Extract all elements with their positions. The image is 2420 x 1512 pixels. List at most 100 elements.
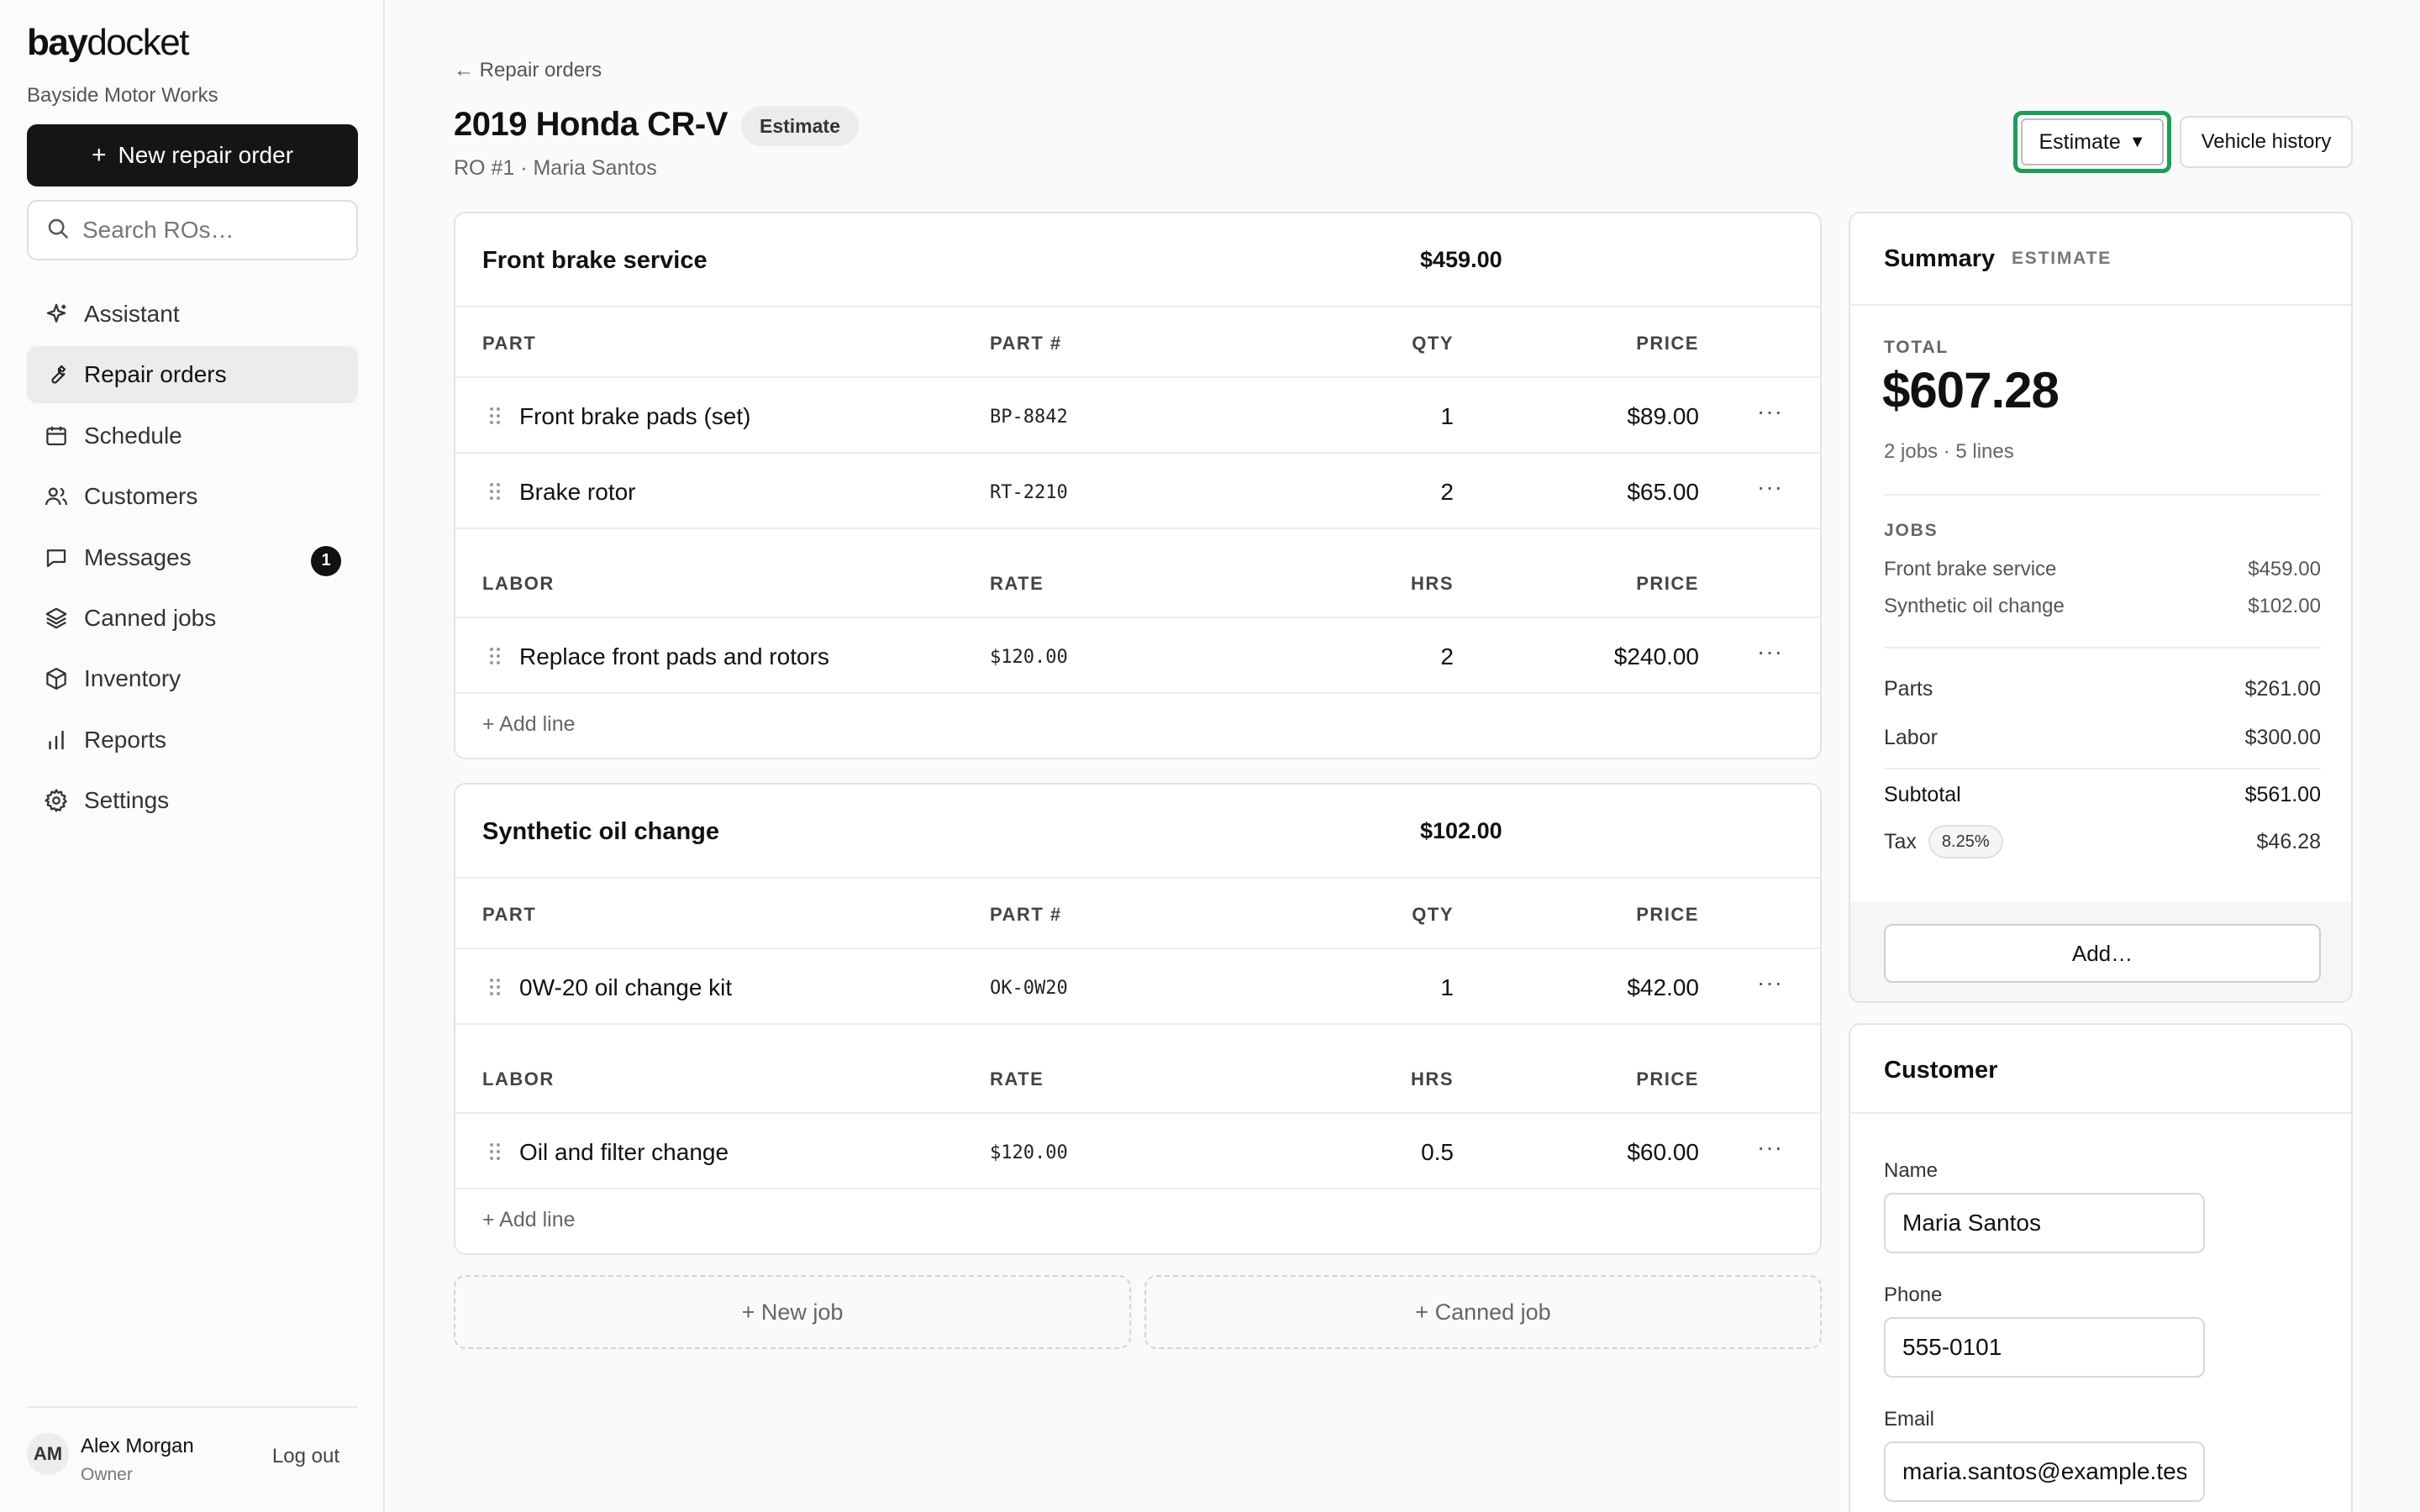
customer-name-field[interactable]: [1884, 1193, 2205, 1253]
more-options-icon[interactable]: ···: [1757, 1134, 1783, 1160]
job-total: $102.00: [1420, 818, 1502, 843]
line-price: $240.00: [1613, 643, 1699, 669]
new-repair-order-button[interactable]: + New repair order: [27, 124, 358, 186]
status-dropdown-value: Estimate: [2039, 129, 2121, 154]
job-header[interactable]: Front brake service $459.00: [455, 213, 1820, 307]
status-dropdown[interactable]: Estimate ▼: [2013, 111, 2171, 173]
back-to-repair-orders-link[interactable]: ← Repair orders: [454, 59, 602, 81]
search-box[interactable]: [27, 200, 358, 260]
column-header-hrs: HRS: [1411, 1068, 1454, 1089]
drag-handle-icon[interactable]: [489, 978, 501, 1000]
line-price: $89.00: [1627, 403, 1699, 429]
users-icon: [42, 482, 71, 511]
shop-name: Bayside Motor Works: [27, 84, 218, 107]
column-header-rate: RATE: [990, 573, 1044, 594]
sidebar-item-schedule[interactable]: Schedule: [27, 407, 358, 465]
part-line-row[interactable]: Brake rotor RT-2210 2 $65.00 ···: [455, 454, 1820, 529]
phone-label: Phone: [1884, 1284, 1943, 1306]
app-logo[interactable]: baydocket: [27, 22, 189, 63]
labor-line-row[interactable]: Oil and filter change $120.00 0.5 $60.00…: [455, 1114, 1820, 1189]
grand-total: $607.28: [1882, 362, 2060, 418]
wrench-icon: [42, 360, 71, 389]
add-line-button[interactable]: + Add line: [455, 694, 1820, 758]
sidebar-item-label: Customers: [84, 483, 198, 510]
sidebar-item-assistant[interactable]: Assistant: [27, 286, 358, 343]
user-role: Owner: [81, 1465, 133, 1484]
subtotal-amount: $561.00: [2244, 783, 2321, 806]
drag-handle-icon[interactable]: [489, 647, 501, 669]
sidebar-item-settings[interactable]: Settings: [27, 772, 358, 829]
sidebar-item-customers[interactable]: Customers: [27, 468, 358, 525]
sidebar-nav: Assistant Repair orders Schedule Custome…: [27, 286, 358, 833]
drag-handle-icon[interactable]: [489, 482, 501, 505]
job-title: Front brake service: [482, 247, 708, 274]
sidebar-item-canned-jobs[interactable]: Canned jobs: [27, 590, 358, 647]
status-dropdown-inner[interactable]: Estimate ▼: [2021, 118, 2164, 165]
job-card: Synthetic oil change $102.00 PART PART #…: [454, 783, 1822, 1255]
search-input[interactable]: [82, 217, 351, 244]
customer-email-field[interactable]: [1884, 1441, 2205, 1502]
job-title: Synthetic oil change: [482, 818, 719, 845]
logout-button[interactable]: Log out: [271, 1445, 339, 1467]
summary-job-amount: $102.00: [2248, 595, 2321, 617]
line-hrs: 0.5: [1421, 1139, 1454, 1165]
line-name: Replace front pads and rotors: [519, 643, 829, 669]
sidebar-item-label: Assistant: [84, 301, 180, 327]
vehicle-history-button[interactable]: Vehicle history: [2180, 116, 2353, 168]
labor-rate: $120.00: [990, 1142, 1068, 1163]
sidebar-item-messages[interactable]: Messages 1: [27, 529, 358, 586]
sidebar-item-label: Settings: [84, 787, 170, 814]
sidebar-item-label: Repair orders: [84, 361, 227, 388]
canned-job-button[interactable]: + Canned job: [1144, 1275, 1822, 1349]
labor-line-row[interactable]: Replace front pads and rotors $120.00 2 …: [455, 618, 1820, 694]
part-line-row[interactable]: 0W-20 oil change kit OK-0W20 1 $42.00 ··…: [455, 949, 1820, 1025]
more-options-icon[interactable]: ···: [1757, 969, 1783, 995]
column-header-labor: LABOR: [482, 1068, 555, 1089]
new-repair-order-label: New repair order: [118, 142, 294, 168]
part-number: OK-0W20: [990, 978, 1068, 999]
line-qty: 1: [1440, 403, 1454, 429]
sidebar: baydocket Bayside Motor Works + New repa…: [0, 0, 385, 1512]
sidebar-item-inventory[interactable]: Inventory: [27, 650, 358, 707]
avatar[interactable]: AM: [27, 1433, 69, 1475]
gear-icon: [42, 786, 71, 815]
plus-icon: +: [91, 141, 107, 169]
drag-handle-icon[interactable]: [489, 407, 501, 429]
summary-header: Summary ESTIMATE: [1850, 213, 2351, 306]
column-header-rate: RATE: [990, 1068, 1044, 1089]
line-name: 0W-20 oil change kit: [519, 974, 733, 1000]
column-header-hrs: HRS: [1411, 573, 1454, 594]
customer-header: Customer: [1850, 1025, 2351, 1114]
sparkle-icon: [42, 300, 71, 328]
part-number: BP-8842: [990, 407, 1068, 428]
more-options-icon[interactable]: ···: [1757, 638, 1783, 664]
more-options-icon[interactable]: ···: [1757, 474, 1783, 500]
job-header[interactable]: Synthetic oil change $102.00: [455, 785, 1820, 879]
column-header-price: PRICE: [1636, 333, 1699, 354]
line-name: Brake rotor: [519, 479, 636, 505]
sidebar-item-reports[interactable]: Reports: [27, 711, 358, 769]
line-qty: 2: [1440, 479, 1454, 505]
tax-label: Tax: [1884, 829, 1917, 853]
page-title: 2019 Honda CR-V: [454, 106, 728, 143]
parts-header: PART PART # QTY PRICE: [455, 879, 1820, 949]
sidebar-item-label: Reports: [84, 726, 167, 753]
sidebar-item-repair-orders[interactable]: Repair orders: [27, 346, 358, 404]
bar-chart-icon: [42, 726, 71, 754]
new-job-button[interactable]: + New job: [454, 1275, 1131, 1349]
column-header-part-number: PART #: [990, 904, 1062, 925]
email-label: Email: [1884, 1408, 1935, 1431]
part-line-row[interactable]: Front brake pads (set) BP-8842 1 $89.00 …: [455, 378, 1820, 454]
labor-header: LABOR RATE HRS PRICE: [455, 1025, 1820, 1114]
customer-phone-field[interactable]: [1884, 1317, 2205, 1378]
more-options-icon[interactable]: ···: [1757, 398, 1783, 424]
add-line-button[interactable]: + Add line: [455, 1189, 1820, 1253]
add-button[interactable]: Add…: [1884, 924, 2321, 983]
parts-label: Parts: [1884, 677, 1933, 701]
labor-label: Labor: [1884, 726, 1938, 749]
drag-handle-icon[interactable]: [489, 1142, 501, 1165]
summary-title: Summary: [1884, 245, 1996, 272]
parts-amount: $261.00: [2244, 677, 2321, 701]
tax-rate-pill[interactable]: 8.25%: [1928, 825, 2003, 858]
summary-status-tag: ESTIMATE: [2012, 249, 2112, 268]
